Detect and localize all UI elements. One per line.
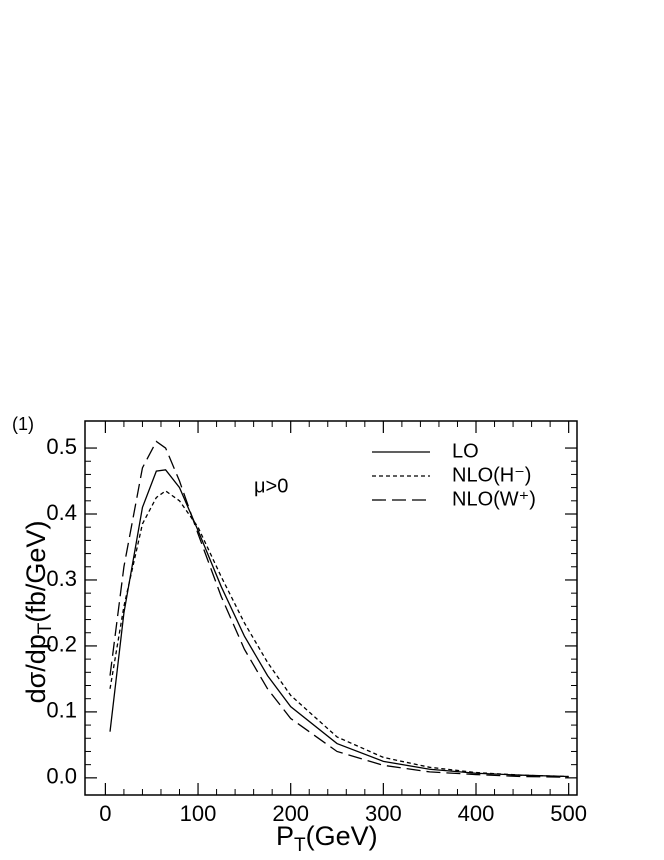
legend-label: LO <box>452 440 479 462</box>
y-tick-label: 0.0 <box>46 764 77 789</box>
x-axis-label: PT(GeV) <box>276 821 378 856</box>
y-tick-label: 0.3 <box>46 566 77 591</box>
y-tick-label: 0.1 <box>46 698 77 723</box>
x-label-main: P <box>276 821 294 851</box>
x-tick-label: 200 <box>272 801 309 826</box>
x-tick-label: 0 <box>99 801 111 826</box>
series-line <box>109 440 569 778</box>
x-tick-label: 300 <box>365 801 402 826</box>
x-label-sub: T <box>294 835 306 856</box>
legend-label: NLO(H⁻) <box>452 464 531 486</box>
y-tick-label: 0.5 <box>46 434 77 459</box>
y-label-main: dσ/dp <box>21 634 51 703</box>
x-tick-label: 100 <box>180 801 217 826</box>
y-tick-label: 0.4 <box>46 500 77 525</box>
y-label-rest: (fb/GeV) <box>21 521 51 623</box>
legend-label: NLO(W⁺) <box>452 488 536 510</box>
panel-label: (1) <box>12 414 34 434</box>
plot-frame <box>84 420 578 796</box>
x-tick-label: 500 <box>550 801 587 826</box>
y-tick-label: 0.2 <box>46 632 77 657</box>
x-label-rest: (GeV) <box>306 821 378 851</box>
annotation: μ>0 <box>254 475 288 497</box>
series-line <box>109 469 569 778</box>
x-tick-label: 400 <box>458 801 495 826</box>
series-line <box>109 490 569 778</box>
y-axis-label: dσ/dpT(fb/GeV) <box>21 521 56 704</box>
y-label-sub: T <box>35 622 56 634</box>
